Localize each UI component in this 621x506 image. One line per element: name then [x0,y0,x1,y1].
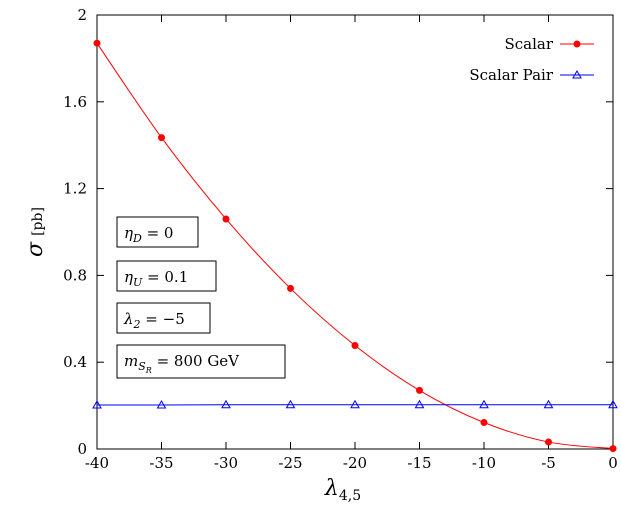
y-tick-label: 1.2 [63,180,87,198]
x-tick-label: -10 [472,454,496,472]
annotation-subscript: S [138,360,146,373]
legend-swatch-marker [573,40,581,48]
data-point-scalar-pair [156,399,167,409]
data-point-scalar-pair [92,399,102,409]
data-point-scalar [287,284,294,292]
data-point-scalar-pair [285,399,296,409]
y-tick-label: 0.4 [63,353,87,371]
x-tick-label: -40 [85,454,109,472]
x-tick-label: -30 [214,454,238,472]
annotation-symbol: m [124,352,138,370]
data-point-scalar [609,445,617,453]
x-tick-label: -15 [407,454,431,472]
annotation-subscript: U [133,276,143,289]
y-tick-label: 0 [77,440,87,458]
annotation-value: = 800 GeV [152,352,240,370]
annotation-text: mSR = 800 GeV [124,352,240,375]
data-point-scalar-pair [479,399,489,409]
data-point-scalar-pair [543,399,554,409]
legend: Scalar Scalar Pair [469,35,594,84]
annotation-box: λ2 = −5 [116,302,211,334]
annotation-subsubscript: R [145,366,152,375]
annotation-box: mSR = 800 GeV [116,344,286,379]
annotation-symbol: η [124,224,133,242]
y-tick-label: 2 [77,6,87,24]
y-axis-symbol: σ [23,241,48,257]
annotation-box: ηU = 0.1 [116,260,217,292]
annotation-frame [116,216,199,248]
y-axis-label: σ [pb] [23,207,48,257]
data-point-scalar [351,341,359,349]
x-tick-label: -35 [149,454,173,472]
x-axis-symbol: λ [324,476,339,501]
data-point-scalar-pair [608,399,618,409]
series-line-scalar [96,42,614,450]
annotation-value: = 0.1 [142,268,188,286]
data-point-scalar [416,386,423,394]
annotation-subscript: 2 [133,318,141,331]
x-axis-label: λ4,5 [324,476,361,504]
series-markers [92,39,618,453]
data-point-scalar [222,215,230,223]
data-point-scalar-pair [414,399,425,409]
x-tick-label: -5 [541,454,556,472]
x-axis-subscript: 4,5 [339,488,361,504]
x-tick-label: -20 [343,454,367,472]
annotation-text: ηU = 0.1 [124,268,188,289]
legend-swatch-marker [572,69,582,79]
annotation-value: = 0 [142,224,174,242]
legend-label: Scalar Pair [469,66,553,84]
annotation-text: ηD = 0 [124,224,173,245]
y-tick-label: 1.6 [63,93,87,111]
annotation-value: = −5 [141,310,185,328]
data-point-scalar [158,134,165,142]
axis-ticks: -40 -35 -30 -25 -20 -15 -10 -5 0 0 0.4 0.8 1.2 1.6 2 [63,6,618,472]
data-point-scalar [93,39,101,47]
annotation-frame [116,260,217,292]
data-point-scalar [545,438,552,446]
data-point-scalar [480,419,488,427]
y-axis-unit: [pb] [30,207,46,236]
x-tick-label: -25 [278,454,302,472]
annotation-subscript: D [132,232,142,245]
annotation-text: λ2 = −5 [123,310,185,331]
legend-label: Scalar [504,35,553,53]
annotation-frame [116,344,286,379]
data-point-scalar-pair [350,399,360,409]
x-tick-label: 0 [608,454,618,472]
annotation-symbol: λ [123,310,134,328]
annotation-frame [116,302,211,334]
data-point-scalar-pair [221,399,231,409]
y-tick-label: 0.8 [63,266,87,284]
annotation-symbol: η [124,268,133,286]
annotation-box: ηD = 0 [116,216,199,248]
series-lines [96,42,614,450]
